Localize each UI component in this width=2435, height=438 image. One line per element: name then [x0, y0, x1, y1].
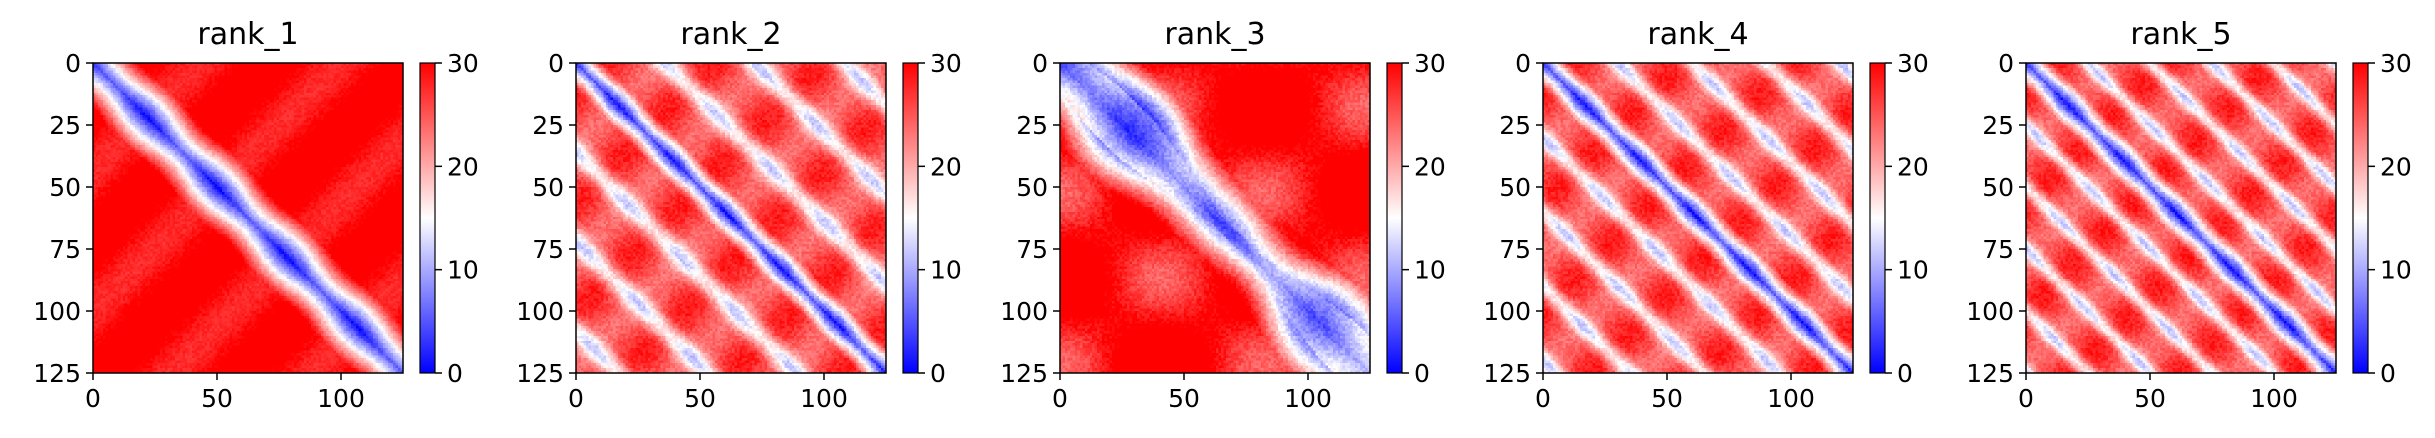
panel-title: rank_2	[680, 17, 781, 52]
colorbar-tick-label: 10	[447, 256, 479, 285]
heatmap-image	[1543, 63, 1853, 373]
panel-title: rank_5	[2130, 17, 2231, 52]
y-tick-label: 75	[1982, 235, 2014, 264]
y-tick-label: 100	[1483, 297, 1531, 326]
x-tick-label: 100	[2250, 384, 2298, 413]
colorbar-tick-label: 0	[1414, 359, 1430, 388]
y-tick-label: 100	[33, 297, 81, 326]
colorbar-tick-label: 20	[930, 152, 962, 181]
axes-frame	[2025, 62, 2337, 374]
y-tick-label: 125	[33, 359, 81, 388]
colorbar-tick-label: 30	[447, 49, 479, 78]
y-tick-label: 50	[532, 173, 564, 202]
colorbar-tick-label: 10	[2380, 256, 2412, 285]
y-tick-label: 25	[1982, 111, 2014, 140]
colorbar-tick-label: 20	[2380, 152, 2412, 181]
axes-frame	[1542, 62, 1854, 374]
y-tick-label: 0	[548, 49, 564, 78]
y-tick-label: 25	[532, 111, 564, 140]
y-tick-label: 75	[1016, 235, 1048, 264]
y-tick-label: 0	[1998, 49, 2014, 78]
x-tick-label: 50	[1651, 384, 1683, 413]
axes-frame	[92, 62, 404, 374]
x-tick-label: 100	[317, 384, 365, 413]
y-tick-label: 0	[65, 49, 81, 78]
y-tick-label: 100	[516, 297, 564, 326]
x-tick-label: 100	[1767, 384, 1815, 413]
x-tick-label: 50	[201, 384, 233, 413]
y-tick-label: 75	[1499, 235, 1531, 264]
axes-frame	[1059, 62, 1371, 374]
heatmap-image	[2026, 63, 2336, 373]
colorbar-tick-label: 0	[447, 359, 463, 388]
y-tick-label: 50	[49, 173, 81, 202]
colorbar	[1386, 62, 1403, 374]
y-tick-label: 25	[1499, 111, 1531, 140]
colorbar	[2352, 62, 2369, 374]
heatmap-image	[1060, 63, 1370, 373]
y-tick-label: 125	[1483, 359, 1531, 388]
x-tick-label: 50	[2134, 384, 2166, 413]
x-tick-label: 0	[85, 384, 101, 413]
colorbar-tick-label: 10	[1414, 256, 1446, 285]
colorbar-tick-label: 0	[1897, 359, 1913, 388]
x-tick-label: 100	[800, 384, 848, 413]
colorbar-tick-label: 20	[447, 152, 479, 181]
colorbar-tick-label: 0	[930, 359, 946, 388]
x-tick-label: 0	[1535, 384, 1551, 413]
y-tick-label: 100	[1966, 297, 2014, 326]
x-tick-label: 0	[1052, 384, 1068, 413]
colorbar	[1869, 62, 1886, 374]
y-tick-label: 0	[1515, 49, 1531, 78]
panel-title: rank_1	[197, 17, 298, 52]
colorbar	[419, 62, 436, 374]
y-tick-label: 125	[1966, 359, 2014, 388]
colorbar-tick-label: 0	[2380, 359, 2396, 388]
x-tick-label: 100	[1284, 384, 1332, 413]
y-tick-label: 125	[516, 359, 564, 388]
x-tick-label: 50	[1168, 384, 1200, 413]
y-tick-label: 100	[1000, 297, 1048, 326]
colorbar-tick-label: 20	[1414, 152, 1446, 181]
y-tick-label: 25	[49, 111, 81, 140]
panel-title: rank_3	[1164, 17, 1265, 52]
panel-title: rank_4	[1647, 17, 1748, 52]
colorbar	[902, 62, 919, 374]
y-tick-label: 0	[1032, 49, 1048, 78]
y-tick-label: 75	[49, 235, 81, 264]
heatmap-image	[93, 63, 403, 373]
x-tick-label: 0	[2018, 384, 2034, 413]
y-tick-label: 25	[1016, 111, 1048, 140]
colorbar-tick-label: 20	[1897, 152, 1929, 181]
axes-frame	[575, 62, 887, 374]
y-tick-label: 125	[1000, 359, 1048, 388]
heatmap-image	[576, 63, 886, 373]
y-tick-label: 50	[1016, 173, 1048, 202]
colorbar-tick-label: 10	[1897, 256, 1929, 285]
y-tick-label: 50	[1499, 173, 1531, 202]
colorbar-tick-label: 30	[1897, 49, 1929, 78]
colorbar-tick-label: 30	[1414, 49, 1446, 78]
y-tick-label: 75	[532, 235, 564, 264]
x-tick-label: 50	[684, 384, 716, 413]
colorbar-tick-label: 10	[930, 256, 962, 285]
y-tick-label: 50	[1982, 173, 2014, 202]
colorbar-tick-label: 30	[930, 49, 962, 78]
colorbar-tick-label: 30	[2380, 49, 2412, 78]
x-tick-label: 0	[568, 384, 584, 413]
